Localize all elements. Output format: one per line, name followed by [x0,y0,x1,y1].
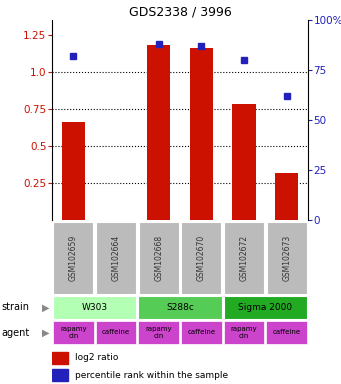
Bar [275,172,298,220]
Text: ▶: ▶ [42,328,50,338]
Text: GSM102668: GSM102668 [154,235,163,281]
Text: GSM102672: GSM102672 [239,235,249,281]
Text: GSM102664: GSM102664 [112,234,120,281]
Bar [53,321,94,344]
Bar [266,321,307,344]
Bar [138,222,179,293]
Bar [223,321,265,344]
Bar [95,321,136,344]
Text: GSM102670: GSM102670 [197,234,206,281]
Bar [138,296,222,319]
Bar [147,45,170,220]
Bar [62,122,85,220]
Text: agent: agent [2,328,30,338]
Bar [52,352,68,364]
Text: GSM102673: GSM102673 [282,234,291,281]
Text: ▶: ▶ [42,303,50,313]
Bar [181,321,222,344]
Text: rapamy
cin: rapamy cin [231,326,257,339]
Text: GSM102659: GSM102659 [69,234,78,281]
Text: log2 ratio: log2 ratio [75,353,119,362]
Bar [223,296,307,319]
Bar [181,222,221,293]
Bar [267,222,307,293]
Text: percentile rank within the sample: percentile rank within the sample [75,371,228,379]
Bar [224,222,264,293]
Title: GDS2338 / 3996: GDS2338 / 3996 [129,6,232,19]
Text: S288c: S288c [166,303,194,312]
Text: strain: strain [2,303,30,313]
Text: rapamy
cin: rapamy cin [60,326,87,339]
Text: rapamy
cin: rapamy cin [145,326,172,339]
Text: caffeine: caffeine [187,329,216,336]
Bar [96,222,136,293]
Bar [52,369,68,381]
Text: W303: W303 [81,303,108,312]
Bar [190,48,213,220]
Text: caffeine: caffeine [102,329,130,336]
Bar [53,296,136,319]
Text: caffeine: caffeine [272,329,301,336]
Text: Sigma 2000: Sigma 2000 [238,303,292,312]
Bar [138,321,179,344]
Bar [232,104,256,220]
Bar [53,222,93,293]
